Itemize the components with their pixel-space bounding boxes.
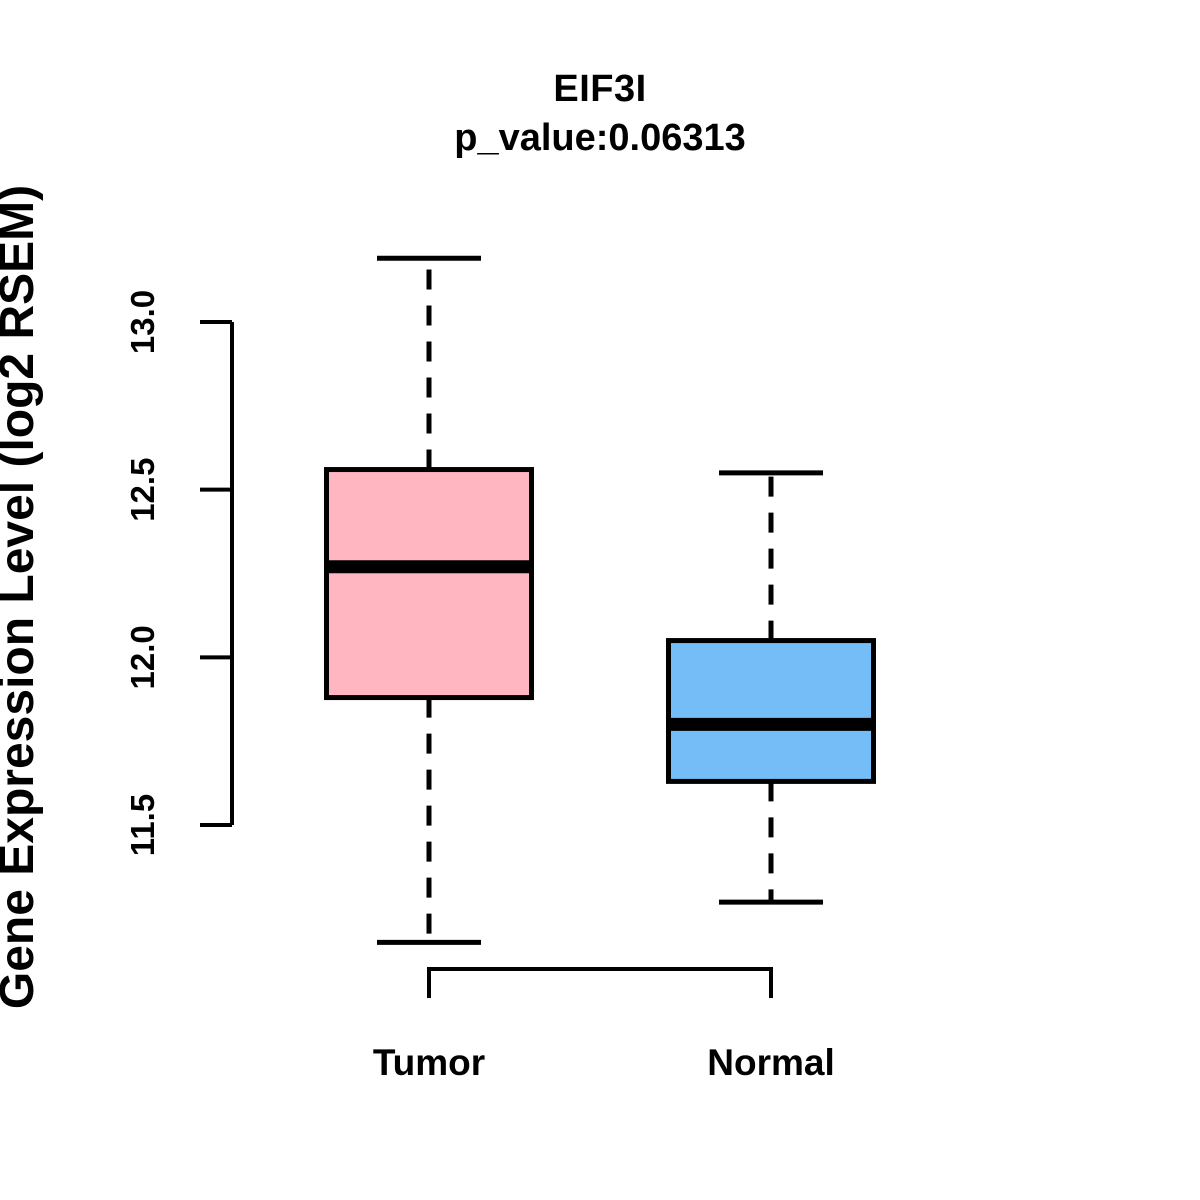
x-axis-bracket [427, 967, 773, 998]
iqr-box-normal [666, 638, 876, 784]
chart-subtitle-pvalue: p_value:0.06313 [454, 117, 746, 159]
chart-title: EIF3I [553, 68, 647, 110]
y-tick-label: 12.0 [124, 625, 161, 689]
y-tick-label: 12.5 [124, 458, 161, 522]
x-axis-label-normal: Normal [707, 1042, 834, 1083]
y-axis-title: Gene Expression Level (log2 RSEM) [0, 185, 44, 1009]
y-tick-label: 13.0 [124, 290, 161, 354]
iqr-box-tumor [324, 467, 534, 701]
y-tick-label: 11.5 [124, 794, 161, 856]
x-axis-label-tumor: Tumor [373, 1042, 485, 1083]
